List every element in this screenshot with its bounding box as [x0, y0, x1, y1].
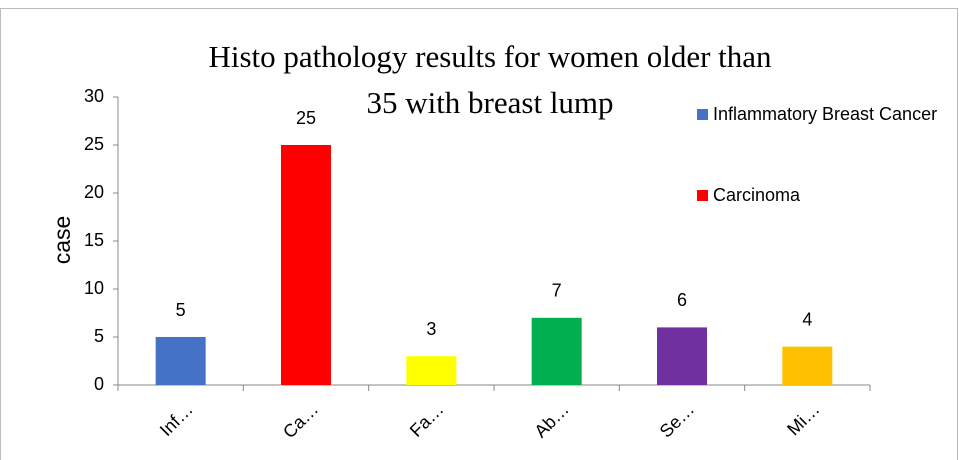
y-tick-label: 0 [94, 374, 104, 394]
x-tick-label: Fa… [406, 399, 448, 441]
x-tick-label: Ca… [279, 399, 322, 442]
x-tick-label: Inf… [156, 399, 197, 440]
data-label: 7 [552, 281, 562, 301]
data-label: 25 [296, 108, 316, 128]
bar [281, 145, 331, 385]
data-label: 5 [176, 300, 186, 320]
bar [782, 346, 833, 385]
data-label: 6 [677, 290, 687, 310]
x-tick-label: Se… [656, 399, 698, 441]
x-tick-label: Ab… [530, 399, 572, 441]
y-tick-label: 15 [84, 230, 104, 250]
legend-swatch [697, 190, 708, 201]
x-tick-label: Mi… [783, 399, 823, 439]
y-tick-label: 20 [84, 182, 104, 202]
chart-title: Histo pathology results for women older … [208, 39, 772, 120]
bar [657, 327, 707, 385]
legend-swatch [697, 109, 708, 120]
data-label: 3 [426, 319, 436, 339]
bar [531, 317, 582, 385]
chart-border [0, 8, 958, 460]
data-label: 4 [802, 309, 812, 329]
bar [406, 356, 457, 385]
bar [155, 337, 206, 385]
y-tick-label: 30 [84, 86, 104, 106]
y-tick-label: 25 [84, 134, 104, 154]
legend-label: Carcinoma [713, 185, 801, 205]
y-axis-label: case [49, 216, 75, 265]
legend-label: Inflammatory Breast Cancer [713, 104, 938, 124]
y-tick-label: 5 [94, 326, 104, 346]
y-tick-label: 10 [84, 278, 104, 298]
